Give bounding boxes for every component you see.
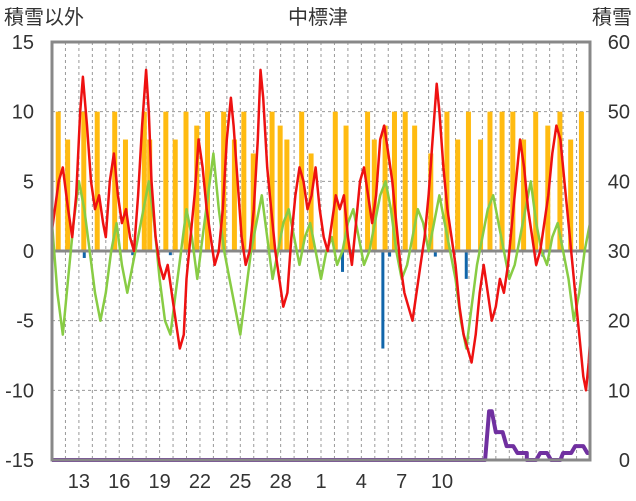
- left-tick-label: 10: [12, 102, 34, 124]
- sunshine-bar: [94, 111, 100, 252]
- sunshine-bar: [487, 111, 493, 252]
- precipitation-bar: [381, 251, 385, 349]
- right-tick-label: 30: [608, 241, 630, 263]
- right-tick-label: 0: [619, 450, 630, 472]
- precipitation-bar: [388, 251, 392, 257]
- sunshine-bar: [332, 111, 338, 252]
- sunshine-bar: [343, 125, 349, 251]
- left-tick-label: -5: [16, 311, 34, 333]
- left-tick-label: 5: [23, 171, 34, 193]
- x-tick-label: 10: [431, 471, 453, 493]
- x-tick-label: 7: [396, 471, 407, 493]
- sunshine-bar: [205, 111, 211, 252]
- sunshine-bar: [568, 139, 574, 251]
- sunshine-bar: [371, 139, 377, 251]
- sunshine-bar: [277, 125, 283, 251]
- sunshine-bar: [308, 153, 314, 251]
- precipitation-bar: [464, 251, 468, 279]
- sunshine-bar: [499, 111, 505, 252]
- sunshine-bar: [122, 139, 128, 251]
- sunshine-bar: [533, 111, 539, 252]
- x-tick-label: 28: [270, 471, 292, 493]
- sunshine-bar: [183, 111, 189, 252]
- sunshine-bar: [455, 139, 461, 251]
- sunshine-bar: [231, 139, 237, 251]
- sunshine-bar: [478, 139, 484, 251]
- dewpoint-line: [52, 152, 590, 350]
- precipitation-bar: [433, 251, 437, 257]
- x-tick-label: 22: [189, 471, 211, 493]
- temperature-line: [52, 68, 590, 392]
- chart-title: 中標津: [288, 5, 348, 29]
- x-tick-label: 25: [229, 471, 251, 493]
- sunshine-bar: [391, 111, 397, 252]
- sunshine-bar: [521, 139, 527, 251]
- sunshine-bar: [402, 111, 408, 252]
- x-tick-label: 19: [148, 471, 170, 493]
- sunshine-bar: [382, 125, 388, 251]
- sunshine-bar: [163, 111, 169, 252]
- x-tick-label: 16: [108, 471, 130, 493]
- sunshine-bar: [65, 139, 71, 251]
- right-tick-label: 50: [608, 102, 630, 124]
- sunshine-bar: [412, 125, 418, 251]
- sunshine-bar: [194, 125, 200, 251]
- right-tick-label: 40: [608, 171, 630, 193]
- left-tick-label: -10: [5, 380, 34, 402]
- sunshine-bar: [141, 111, 147, 252]
- sunshine-bar: [444, 111, 450, 252]
- series-lines: [52, 68, 590, 462]
- sunshine-bar: [81, 111, 87, 252]
- sunshine-bar: [284, 139, 290, 251]
- plot-frame: [50, 40, 592, 462]
- sunshine-bar: [241, 111, 247, 252]
- precipitation-bar: [82, 251, 86, 258]
- sunshine-bar: [510, 111, 516, 252]
- sunshine-bar: [172, 139, 178, 251]
- right-tick-label: 20: [608, 311, 630, 333]
- precipitation-bar: [131, 251, 135, 256]
- left-tick-label: 15: [12, 32, 34, 54]
- sunshine-bar: [557, 111, 563, 252]
- gridlines: [52, 41, 590, 461]
- snow-depth-line: [52, 409, 590, 462]
- right-tick-label: 10: [608, 380, 630, 402]
- sunshine-bar: [465, 111, 471, 252]
- sunshine-bar: [299, 111, 305, 252]
- left-tick-label: -15: [5, 450, 34, 472]
- x-tick-label: 1: [315, 471, 326, 493]
- sunshine-bar: [365, 111, 371, 252]
- x-tick-label: 4: [356, 471, 367, 493]
- left-axis-title: 積雪以外: [4, 5, 84, 29]
- sunshine-bar: [428, 153, 434, 251]
- right-tick-label: 60: [608, 32, 630, 54]
- sunshine-bar: [578, 111, 584, 252]
- precipitation-bar: [341, 251, 345, 272]
- sunshine-bar: [269, 111, 275, 252]
- x-tick-label: 13: [68, 471, 90, 493]
- right-axis-title: 積雪: [592, 5, 632, 29]
- sunshine-bar: [112, 111, 118, 252]
- left-tick-label: 0: [23, 241, 34, 263]
- precipitation-bar: [168, 251, 172, 256]
